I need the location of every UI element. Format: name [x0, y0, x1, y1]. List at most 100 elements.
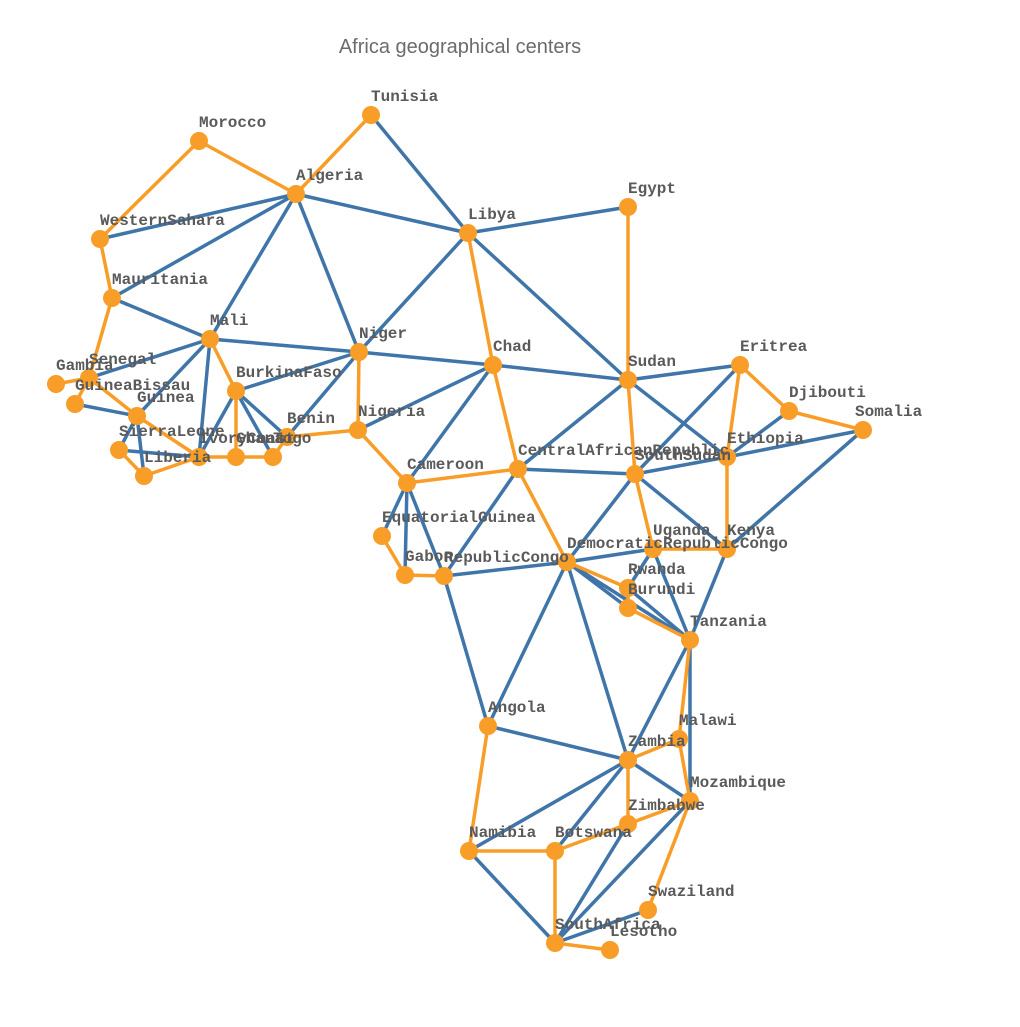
- edge-niger-chad: [357, 350, 495, 367]
- edge-niger-burkina-faso: [234, 350, 361, 393]
- edge-eritrea-south-sudan: [633, 363, 742, 476]
- edge-zambia-namibia: [467, 758, 630, 853]
- edge-morocco-algeria: [197, 139, 298, 196]
- label-south-sudan: SouthSudan: [635, 447, 731, 465]
- node-ivory-coast: [190, 448, 208, 466]
- node-malawi: [670, 730, 688, 748]
- label-south-africa: SouthAfrica: [555, 916, 661, 934]
- edge-zimbabwe-south-africa: [553, 822, 630, 945]
- label-tunisia: Tunisia: [371, 88, 439, 106]
- edge-algeria-niger: [294, 192, 361, 354]
- node-somalia: [854, 421, 872, 439]
- label-egypt: Egypt: [628, 180, 676, 198]
- node-cameroon: [398, 474, 416, 492]
- edge-uganda-tanzania: [651, 547, 692, 642]
- label-liberia: Liberia: [144, 449, 212, 467]
- label-republic-congo: RepublicCongo: [444, 549, 569, 567]
- edge-democratic-republic-congo-rwanda: [565, 560, 630, 590]
- edge-central-african-republic-south-sudan: [516, 467, 637, 476]
- node-mozambique: [681, 792, 699, 810]
- node-layer: [47, 106, 872, 959]
- label-guinea-bissau: GuineaBissau: [75, 377, 190, 395]
- label-sudan: Sudan: [628, 353, 676, 371]
- label-kenya: Kenya: [727, 522, 775, 540]
- edge-mozambique-swaziland: [646, 799, 692, 912]
- node-rwanda: [619, 579, 637, 597]
- node-nigeria: [349, 421, 367, 439]
- edge-mozambique-zimbabwe: [626, 799, 692, 826]
- edge-zambia-mozambique: [626, 758, 692, 803]
- node-central-african-republic: [509, 460, 527, 478]
- edge-kenya-tanzania: [688, 547, 729, 642]
- edge-algeria-western-sahara: [98, 192, 298, 241]
- edge-tunisia-libya: [369, 113, 470, 235]
- label-cameroon: Cameroon: [407, 456, 484, 474]
- edge-tanzania-malawi: [677, 638, 692, 741]
- label-burkina-faso: BurkinaFaso: [236, 364, 342, 382]
- node-gambia: [47, 375, 65, 393]
- edge-malawi-mozambique: [677, 737, 692, 803]
- edge-republic-congo-democratic-republic-congo: [442, 560, 569, 578]
- label-botswana: Botswana: [555, 824, 632, 842]
- edge-mali-senegal: [87, 337, 212, 380]
- label-ghana: Ghana: [236, 430, 284, 448]
- edge-cameroon-central-african-republic: [405, 467, 520, 485]
- edge-liberia-ivory-coast: [142, 455, 201, 478]
- node-guinea: [128, 407, 146, 425]
- node-angola: [479, 717, 497, 735]
- edge-eritrea-djibouti: [738, 363, 791, 413]
- label-layer: Tunisia Morocco Algeria Egypt Libya WesternSa…: [56, 88, 923, 941]
- edge-south-africa-lesotho: [553, 941, 612, 952]
- edge-democratic-republic-congo-angola: [486, 560, 569, 728]
- edge-angola-namibia: [467, 724, 490, 853]
- label-ethiopia: Ethiopia: [727, 430, 804, 448]
- edge-western-sahara-mauritania: [98, 237, 114, 300]
- label-eritrea: Eritrea: [740, 338, 808, 356]
- edge-malawi-zambia: [626, 737, 681, 762]
- label-djibouti: Djibouti: [789, 384, 866, 402]
- edge-somalia-kenya: [725, 428, 865, 551]
- edge-guinea-liberia: [135, 414, 146, 478]
- edge-tanzania-zambia: [626, 638, 692, 762]
- node-burkina-faso: [227, 382, 245, 400]
- label-gabon: Gabon: [405, 548, 453, 566]
- edge-algeria-libya: [294, 192, 470, 235]
- node-republic-congo: [435, 567, 453, 585]
- node-mauritania: [103, 289, 121, 307]
- label-rwanda: Rwanda: [628, 561, 686, 579]
- label-gambia: Gambia: [56, 357, 114, 375]
- node-libya: [459, 224, 477, 242]
- label-western-sahara: WesternSahara: [100, 212, 225, 230]
- label-lesotho: Lesotho: [610, 923, 677, 941]
- node-sudan: [619, 371, 637, 389]
- edge-mali-burkina-faso: [208, 337, 238, 393]
- edge-south-sudan-democratic-republic-congo: [565, 472, 637, 564]
- label-sierra-leone: SierraLeone: [119, 423, 225, 441]
- edge-angola-zambia: [486, 724, 630, 762]
- edge-sudan-central-african-republic: [516, 378, 630, 471]
- node-zambia: [619, 751, 637, 769]
- label-swaziland: Swaziland: [648, 883, 734, 901]
- label-mali: Mali: [210, 312, 248, 330]
- edge-democratic-republic-congo-uganda: [565, 547, 655, 564]
- edge-burkina-faso-togo: [234, 389, 275, 459]
- label-ivory-coast: IvoryCoast: [199, 430, 295, 448]
- edge-senegal-guinea: [87, 376, 139, 418]
- edge-cameroon-gabon: [403, 481, 409, 577]
- node-south-sudan: [626, 465, 644, 483]
- edge-ivory-coast-burkina-faso: [197, 389, 238, 459]
- node-zimbabwe: [619, 815, 637, 833]
- node-liberia: [135, 467, 153, 485]
- label-malawi: Malawi: [679, 712, 737, 730]
- node-south-africa: [546, 934, 564, 952]
- node-western-sahara: [91, 230, 109, 248]
- edge-namibia-south-africa: [467, 849, 557, 945]
- edge-nigeria-cameroon: [356, 428, 409, 485]
- edge-somalia-ethiopia: [725, 428, 865, 459]
- node-equatorial-guinea: [373, 527, 391, 545]
- edge-niger-nigeria: [356, 350, 361, 432]
- edge-rwanda-tanzania: [626, 586, 692, 642]
- node-ghana: [227, 448, 245, 466]
- label-democratic-republic-congo: DemocraticRepublicCongo: [567, 535, 788, 553]
